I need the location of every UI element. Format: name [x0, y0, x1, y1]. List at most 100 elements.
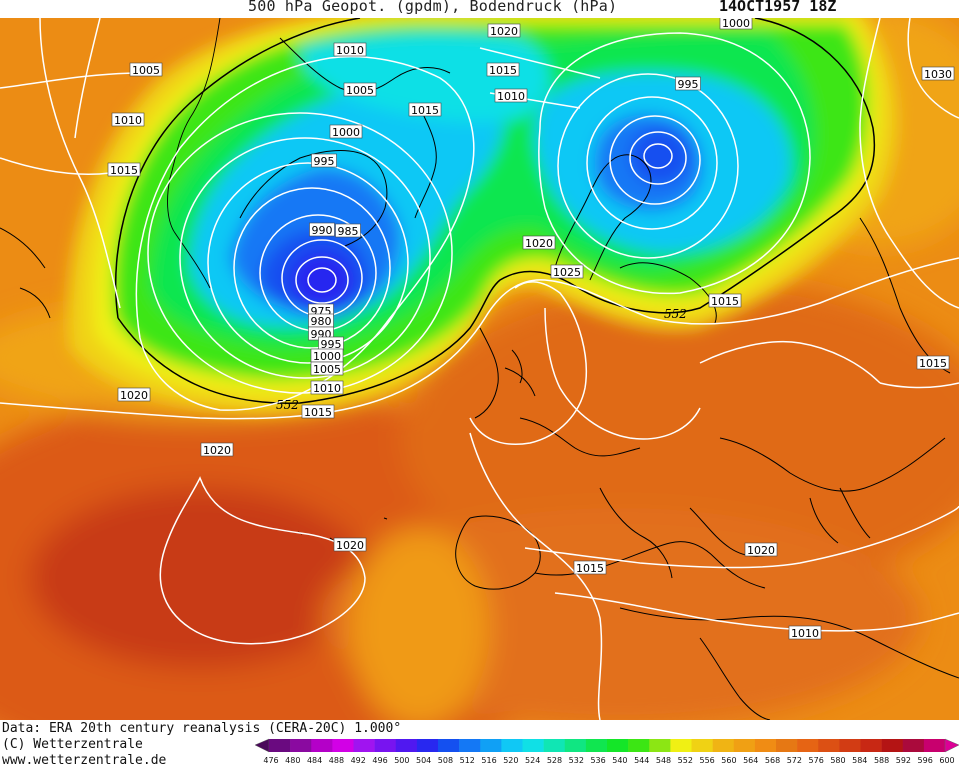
colorbar-legend: 476 480 484 488 492 496 500 504 508 512 516 520 524 5… — [255, 738, 959, 765]
height-labels: 552 552 — [276, 307, 687, 412]
colorbar-tick-label: 516 — [481, 756, 496, 765]
svg-text:1000: 1000 — [313, 350, 341, 363]
colorbar-tick-label: 524 — [525, 756, 540, 765]
isobar-label: 1010 — [494, 88, 528, 103]
colorbar-swatch — [543, 739, 566, 752]
svg-text:1010: 1010 — [114, 114, 142, 127]
colorbar-swatch — [776, 739, 798, 752]
colorbar-tick-label: 544 — [634, 756, 649, 765]
isobar-label: 1015 — [573, 560, 607, 575]
isobar-label: 1000 — [329, 124, 363, 139]
svg-text:1010: 1010 — [313, 382, 341, 395]
colorbar-tick-label: 488 — [329, 756, 344, 765]
colorbar-swatch — [416, 739, 439, 752]
svg-text:980: 980 — [311, 315, 332, 328]
svg-text:1005: 1005 — [346, 84, 374, 97]
isobar-label: 995 — [311, 153, 337, 168]
isobars — [0, 18, 959, 720]
colorbar-tick-label: 548 — [656, 756, 671, 765]
svg-text:1015: 1015 — [919, 357, 947, 370]
isobar-label: 1005 — [310, 361, 344, 376]
isobar-label: 1015 — [107, 162, 141, 177]
svg-text:1000: 1000 — [332, 126, 360, 139]
colorbar-tick-label: 528 — [547, 756, 562, 765]
colorbar-tick-label: 552 — [678, 756, 693, 765]
chart-header: 500 hPa Geopot. (gpdm), Bodendruck (hPa)… — [0, 0, 959, 18]
svg-text:1020: 1020 — [336, 539, 364, 552]
isobar-label: 1010 — [111, 112, 145, 127]
isobar-label: 985 — [335, 223, 361, 238]
colorbar-swatch — [522, 739, 544, 752]
isobar-label: 1010 — [310, 380, 344, 395]
height-label: 552 — [276, 398, 299, 412]
isobar-label: 990 — [309, 222, 335, 237]
svg-text:1015: 1015 — [110, 164, 138, 177]
svg-text:1010: 1010 — [791, 627, 819, 640]
colorbar-swatch — [860, 739, 882, 752]
colorbar-swatch — [649, 739, 671, 752]
valid-datetime: 14OCT1957 18Z — [719, 0, 837, 15]
colorbar-tick-label: 484 — [307, 756, 322, 765]
isobar-label: 1025 — [550, 264, 584, 279]
colorbar-tick-label: 560 — [721, 756, 736, 765]
colorbar-tick-label: 580 — [830, 756, 845, 765]
colorbar-tick-label: 564 — [743, 756, 758, 765]
colorbar-arrow-high — [944, 738, 959, 753]
colorbar-swatches — [255, 738, 959, 753]
svg-text:985: 985 — [338, 225, 359, 238]
colorbar-swatch — [311, 739, 333, 752]
website-link[interactable]: www.wetterzentrale.de — [2, 753, 167, 768]
colorbar-swatch — [691, 739, 713, 752]
colorbar-swatch — [881, 739, 904, 752]
colorbar-tick-label: 596 — [918, 756, 933, 765]
svg-text:1005: 1005 — [132, 64, 160, 77]
svg-text:1015: 1015 — [411, 104, 439, 117]
colorbar-tick-label: 572 — [787, 756, 802, 765]
isobar-label: 1020 — [487, 23, 521, 38]
colorbar-swatch — [797, 739, 819, 752]
isobar-label: 1015 — [916, 355, 950, 370]
svg-text:1015: 1015 — [576, 562, 604, 575]
colorbar-swatch — [839, 739, 861, 752]
colorbar-tick-label: 556 — [699, 756, 714, 765]
svg-text:1010: 1010 — [497, 90, 525, 103]
colorbar-tick-label: 532 — [569, 756, 584, 765]
svg-text:995: 995 — [321, 338, 342, 351]
weather-map[interactable]: 1020100010301005101010151010995101010051… — [0, 18, 959, 720]
copyright-line: (C) Wetterzentrale — [2, 737, 143, 752]
colorbar-swatch — [501, 739, 523, 752]
svg-text:1020: 1020 — [203, 444, 231, 457]
isobar-label: 1015 — [486, 62, 520, 77]
colorbar-swatch — [607, 739, 629, 752]
colorbar-tick-label: 508 — [438, 756, 453, 765]
colorbar-swatch — [459, 739, 481, 752]
svg-text:1025: 1025 — [553, 266, 581, 279]
isobar-label: 1000 — [310, 348, 344, 363]
isobar-label: 1010 — [788, 625, 822, 640]
isobar-label: 1020 — [117, 387, 151, 402]
svg-text:1005: 1005 — [313, 363, 341, 376]
colorbar-swatch — [269, 739, 291, 752]
colorbar-tick-label: 476 — [263, 756, 278, 765]
isobar-label: 1005 — [129, 62, 163, 77]
colorbar-tick-label: 536 — [590, 756, 605, 765]
colorbar-swatch — [374, 739, 397, 752]
isobar-label: 980 — [308, 313, 334, 328]
colorbar-swatch — [564, 739, 587, 752]
svg-text:1030: 1030 — [924, 68, 952, 81]
colorbar-swatch — [712, 739, 735, 752]
isobar-label: 1020 — [333, 537, 367, 552]
svg-text:1020: 1020 — [525, 237, 553, 250]
isobar-label: 1010 — [333, 42, 367, 57]
svg-text:1020: 1020 — [120, 389, 148, 402]
isobar-label: 1020 — [522, 235, 556, 250]
svg-text:995: 995 — [678, 78, 699, 91]
svg-text:1015: 1015 — [304, 406, 332, 419]
colorbar-swatch — [480, 739, 502, 752]
colorbar-tick-label: 492 — [351, 756, 366, 765]
colorbar-arrow-low — [255, 738, 270, 753]
isobar-labels: 1020100010301005101010151010995101010051… — [107, 18, 955, 640]
colorbar-swatch — [818, 739, 840, 752]
isobar-label: 1015 — [408, 102, 442, 117]
colorbar-tick-label: 520 — [503, 756, 518, 765]
